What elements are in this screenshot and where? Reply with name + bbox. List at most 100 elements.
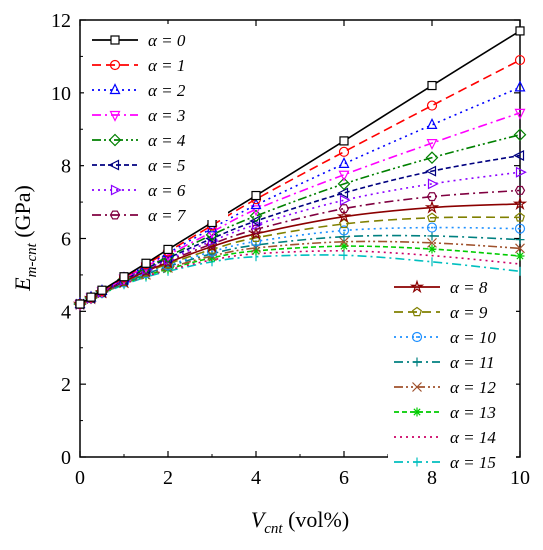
legend-marker xyxy=(412,407,422,417)
data-point xyxy=(339,241,349,251)
legend-item-8: α = 8 xyxy=(394,278,488,297)
legend-marker xyxy=(110,184,122,196)
legend-item-6: α = 6 xyxy=(92,181,186,200)
x-tick-label: 6 xyxy=(339,467,349,489)
data-point xyxy=(75,299,85,309)
series-line-13 xyxy=(79,245,521,305)
legend-label: α = 1 xyxy=(148,56,185,75)
y-tick-label: 2 xyxy=(61,374,71,396)
data-point xyxy=(248,226,264,240)
legend-marker xyxy=(109,83,121,95)
data-point xyxy=(251,219,263,231)
data-point xyxy=(249,215,261,227)
legend-marker-ring xyxy=(411,331,423,343)
series-layer xyxy=(72,26,528,311)
legend-item-4: α = 4 xyxy=(92,131,186,150)
data-point xyxy=(163,244,173,255)
data-point-ring xyxy=(250,236,262,247)
data-point-ring xyxy=(514,223,526,234)
y-tick-label: 8 xyxy=(61,156,71,178)
y-tick-label: 4 xyxy=(61,301,71,323)
data-point xyxy=(337,187,349,199)
y-axis-title-sub: m-cnt xyxy=(24,242,40,277)
data-point xyxy=(339,194,351,206)
legend-item-15: α = 15 xyxy=(394,453,496,472)
legend-item-1: α = 1 xyxy=(92,56,185,75)
legend-item-14: α = 14 xyxy=(394,428,496,447)
data-point xyxy=(339,232,349,242)
data-point xyxy=(338,225,350,236)
legend-marker xyxy=(109,59,121,71)
y-tick-label: 10 xyxy=(51,83,71,105)
legend-label: α = 2 xyxy=(148,81,186,100)
data-point xyxy=(338,157,350,168)
data-point xyxy=(425,165,437,177)
y-tick-label: 12 xyxy=(51,10,71,32)
legend-marker xyxy=(409,279,425,294)
legend-label: α = 13 xyxy=(450,403,496,422)
legend-marker xyxy=(108,159,120,171)
data-point xyxy=(426,118,438,129)
legend-item-7: α = 7 xyxy=(92,206,187,225)
data-point xyxy=(515,26,525,36)
data-point xyxy=(424,200,440,214)
data-point xyxy=(515,235,525,245)
data-point xyxy=(515,251,525,261)
legend-label: α = 3 xyxy=(148,106,185,125)
legend-label: α = 12 xyxy=(450,378,496,397)
legend-marker xyxy=(412,306,422,317)
data-point xyxy=(86,292,96,302)
data-point xyxy=(427,237,437,248)
x-axis-title-main: V xyxy=(251,507,267,532)
x-axis-title-sub: cnt xyxy=(264,521,283,537)
legend-box-top xyxy=(84,24,228,220)
y-axis-title-unit: (GPa) xyxy=(10,185,35,243)
legend-label: α = 14 xyxy=(450,428,496,447)
y-tick-label: 6 xyxy=(61,229,71,251)
legend-label: α = 9 xyxy=(450,303,488,322)
data-point xyxy=(206,221,218,233)
legend-label: α = 0 xyxy=(148,31,186,50)
legend-box-bottom xyxy=(388,272,516,462)
data-point xyxy=(513,128,527,142)
data-point xyxy=(515,243,525,254)
data-point xyxy=(251,246,261,256)
legend-label: α = 5 xyxy=(148,156,185,175)
legend-marker xyxy=(412,357,422,367)
data-point xyxy=(97,285,107,295)
data-point xyxy=(426,138,438,150)
legend: α = 0 α = 1 α = 2 α = 3 α = 4 α = 5 α = 6 α = 7… xyxy=(92,31,496,472)
x-tick-label: 4 xyxy=(251,467,261,489)
data-point xyxy=(339,136,349,146)
data-point xyxy=(339,236,349,247)
data-point xyxy=(251,190,261,201)
data-point-dot xyxy=(211,250,213,253)
data-point xyxy=(251,232,261,243)
data-point xyxy=(336,209,352,223)
x-axis-title-unit: (vol%) xyxy=(283,507,350,532)
data-point xyxy=(427,212,437,222)
data-point xyxy=(426,192,438,202)
data-point xyxy=(426,222,438,233)
series-line-12 xyxy=(79,240,521,305)
data-point xyxy=(514,108,526,120)
data-point xyxy=(119,272,129,282)
series-line-6 xyxy=(79,171,521,305)
series-0 xyxy=(75,26,525,309)
data-point-dot xyxy=(343,229,345,232)
legend-label: α = 10 xyxy=(450,328,496,347)
legend-item-0: α = 0 xyxy=(92,31,186,50)
data-point-dot xyxy=(431,226,433,229)
data-point xyxy=(514,185,526,195)
data-point xyxy=(512,196,528,211)
data-point xyxy=(513,149,525,161)
axis-ticks: 0 2 4 6 8 10 0 2 4 6 8 10 12 xyxy=(51,10,530,489)
legend-label: α = 8 xyxy=(450,278,488,297)
data-point xyxy=(426,100,438,111)
y-tick-label: 0 xyxy=(61,447,71,469)
legend-item-5: α = 5 xyxy=(92,156,185,175)
data-point xyxy=(427,80,437,91)
data-point xyxy=(514,54,526,66)
legend-item-11: α = 11 xyxy=(394,353,495,372)
